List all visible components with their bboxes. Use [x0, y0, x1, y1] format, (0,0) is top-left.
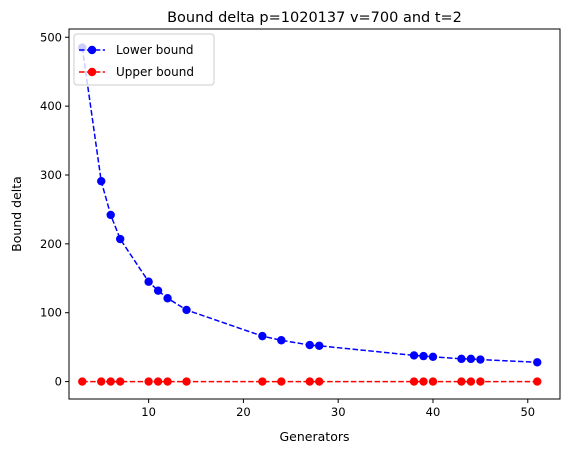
- data-point: [258, 377, 267, 386]
- data-point: [533, 358, 542, 367]
- data-point: [466, 377, 476, 386]
- data-point: [419, 377, 428, 386]
- data-point: [457, 377, 466, 386]
- data-point: [315, 341, 324, 350]
- data-point: [409, 377, 419, 386]
- series-line-lower-bound: [81, 47, 538, 364]
- data-point: [457, 354, 466, 364]
- x-axis-label: Generators: [280, 429, 350, 444]
- data-point: [315, 377, 324, 386]
- data-point: [78, 377, 87, 386]
- data-point: [409, 351, 419, 360]
- data-point: [163, 377, 172, 386]
- x-tick-label: 30: [331, 405, 346, 419]
- data-point: [97, 377, 106, 386]
- legend-box: [73, 33, 215, 86]
- data-point: [305, 377, 314, 386]
- y-tick-label: 0: [55, 375, 62, 389]
- y-axis-label: Bound delta: [9, 176, 24, 252]
- data-point: [106, 377, 115, 386]
- x-tick-label: 40: [426, 405, 441, 419]
- plot-frame: [68, 28, 561, 400]
- data-point: [476, 377, 485, 386]
- data-point: [115, 377, 125, 386]
- y-axis: 0 100 200 300 400 500: [40, 30, 69, 389]
- legend-swatch-marker: [87, 67, 97, 77]
- y-tick-label: 400: [40, 99, 62, 113]
- data-point: [153, 286, 163, 295]
- data-point: [153, 377, 163, 386]
- y-tick-label: 100: [40, 306, 62, 320]
- x-tick-label: 50: [520, 405, 535, 419]
- data-point: [163, 294, 172, 303]
- data-point: [277, 336, 286, 345]
- y-tick-label: 200: [40, 237, 62, 251]
- x-tick-label: 10: [141, 405, 156, 419]
- data-point: [106, 210, 115, 220]
- data-point: [182, 377, 191, 386]
- y-tick-label: 300: [40, 168, 62, 182]
- y-tick-label: 500: [40, 30, 62, 44]
- legend-label: Lower bound: [116, 43, 194, 57]
- data-point: [428, 377, 438, 386]
- series-layer: [78, 43, 542, 386]
- x-tick-label: 20: [236, 405, 251, 419]
- data-point: [428, 352, 438, 361]
- x-axis: 10 20 30 40 50: [141, 399, 535, 419]
- data-point: [144, 377, 153, 386]
- chart-title: Bound delta p=1020137 v=700 and t=2: [167, 10, 462, 26]
- data-point: [476, 355, 485, 364]
- data-point: [115, 234, 125, 244]
- data-point: [182, 305, 191, 315]
- data-point: [144, 277, 153, 286]
- data-point: [258, 331, 267, 341]
- legend-swatch-marker: [87, 45, 97, 55]
- data-point: [466, 354, 476, 364]
- data-point: [97, 176, 106, 186]
- legend: Lower bound Upper bound: [73, 33, 215, 86]
- legend-label: Upper bound: [116, 65, 194, 79]
- data-point: [419, 351, 428, 361]
- data-point: [533, 377, 542, 386]
- data-point: [277, 377, 286, 386]
- data-point: [305, 340, 314, 350]
